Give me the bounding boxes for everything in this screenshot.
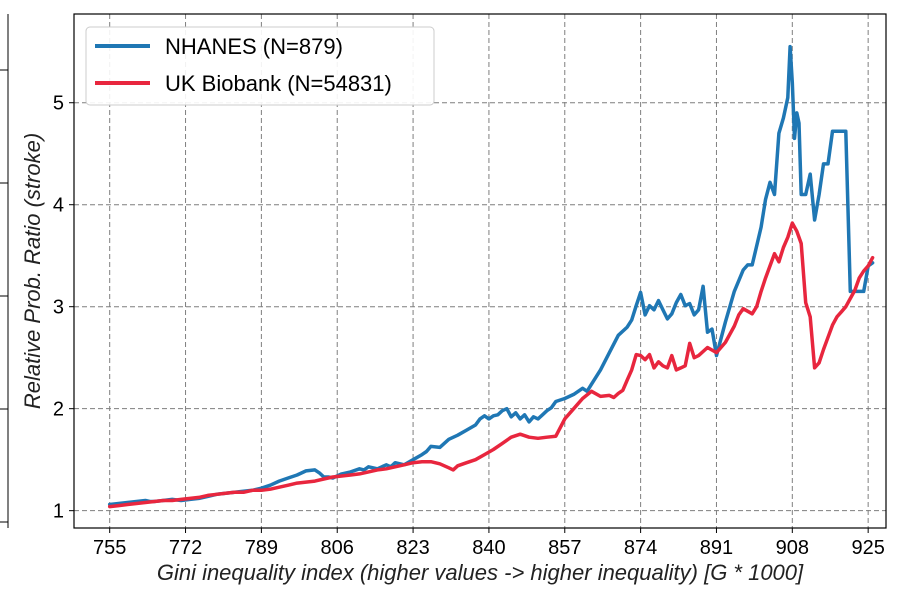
x-axis-label: Gini inequality index (higher values -> … xyxy=(157,560,804,585)
x-tick-label: 908 xyxy=(776,537,809,559)
legend-label: NHANES (N=879) xyxy=(165,34,343,59)
legend-label: UK Biobank (N=54831) xyxy=(165,71,392,96)
y-tick-label: 5 xyxy=(53,93,64,115)
y-tick-label: 4 xyxy=(53,195,64,217)
x-tick-label: 857 xyxy=(548,537,581,559)
y-tick-label: 2 xyxy=(53,399,64,421)
x-tick-label: 840 xyxy=(472,537,505,559)
y-tick-label: 1 xyxy=(53,501,64,523)
grid xyxy=(74,14,886,528)
y-axis-ticks: 1 2 3 4 5 xyxy=(53,93,74,523)
series-line-uk-biobank xyxy=(107,221,875,509)
x-tick-label: 891 xyxy=(700,537,733,559)
x-tick-label: 823 xyxy=(396,537,429,559)
y-tick-label: 3 xyxy=(53,297,64,319)
x-axis-ticks: 755 772 789 806 823 840 857 874 891 908 925 xyxy=(93,528,885,559)
series-group xyxy=(107,44,875,509)
series-line-nhanes xyxy=(107,44,875,507)
x-tick-label: 874 xyxy=(624,537,657,559)
legend-box xyxy=(85,26,435,106)
x-tick-label: 772 xyxy=(169,537,202,559)
adjacent-panel-edge xyxy=(0,14,9,528)
x-tick-label: 789 xyxy=(245,537,278,559)
x-tick-label: 755 xyxy=(93,537,126,559)
y-axis-label: Relative Prob. Ratio (stroke) xyxy=(20,133,45,409)
x-tick-label: 806 xyxy=(321,537,354,559)
legend: NHANES (N=879) UK Biobank (N=54831) xyxy=(85,26,435,106)
x-tick-label: 925 xyxy=(851,537,884,559)
plot-frame xyxy=(73,13,887,529)
